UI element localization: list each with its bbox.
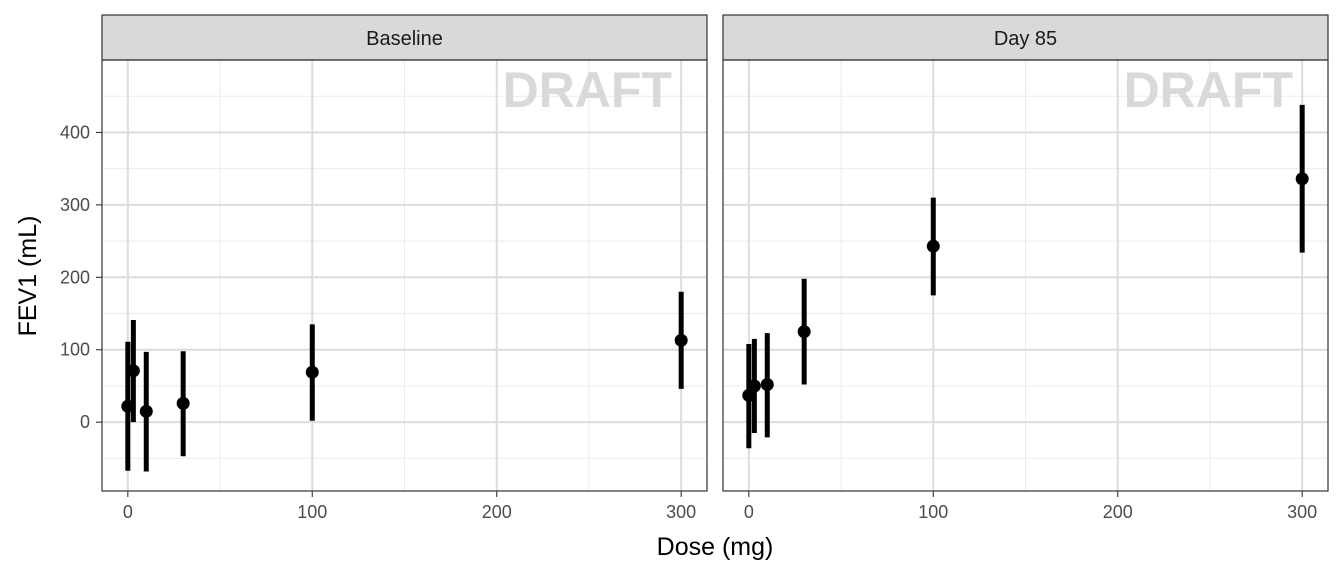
facet-strip	[101, 14, 708, 61]
x-tick-label: 200	[1103, 502, 1133, 522]
data-point	[139, 404, 153, 418]
facet-panel: DRAFT Day 85 0 100 200 300	[722, 14, 1329, 522]
x-tick-label: 100	[918, 502, 948, 522]
x-tick-label: 300	[1287, 502, 1317, 522]
data-point	[926, 239, 940, 253]
x-tick-label: 200	[482, 502, 512, 522]
x-axis-title: Dose (mg)	[657, 533, 774, 561]
x-tick-label: 0	[123, 502, 133, 522]
panel-border	[722, 59, 1329, 492]
data-point	[305, 365, 319, 379]
data-point	[760, 378, 774, 392]
facet-panel: DRAFT Baseline 0 100 200 300	[101, 14, 708, 522]
x-tick-label: 100	[297, 502, 327, 522]
y-tick-label: 300	[60, 195, 90, 215]
facet-strip-label: Baseline	[366, 28, 443, 50]
data-point	[121, 399, 135, 413]
y-tick-label: 400	[60, 122, 90, 142]
data-point	[1295, 172, 1309, 186]
panel-border	[101, 59, 708, 492]
data-point	[176, 396, 190, 410]
data-point	[674, 333, 688, 347]
x-tick-label: 300	[666, 502, 696, 522]
facet-strip-label: Day 85	[994, 28, 1057, 50]
data-point	[742, 388, 756, 402]
y-tick-label: 200	[60, 267, 90, 287]
y-tick-label: 0	[80, 412, 90, 432]
y-axis-title: FEV1 (mL)	[14, 216, 42, 337]
y-tick-label: 100	[60, 340, 90, 360]
data-point	[747, 379, 761, 393]
data-point	[126, 364, 140, 378]
data-point	[797, 325, 811, 339]
draft-watermark: DRAFT	[1124, 62, 1293, 118]
draft-watermark: DRAFT	[503, 62, 672, 118]
x-tick-label: 0	[744, 502, 754, 522]
